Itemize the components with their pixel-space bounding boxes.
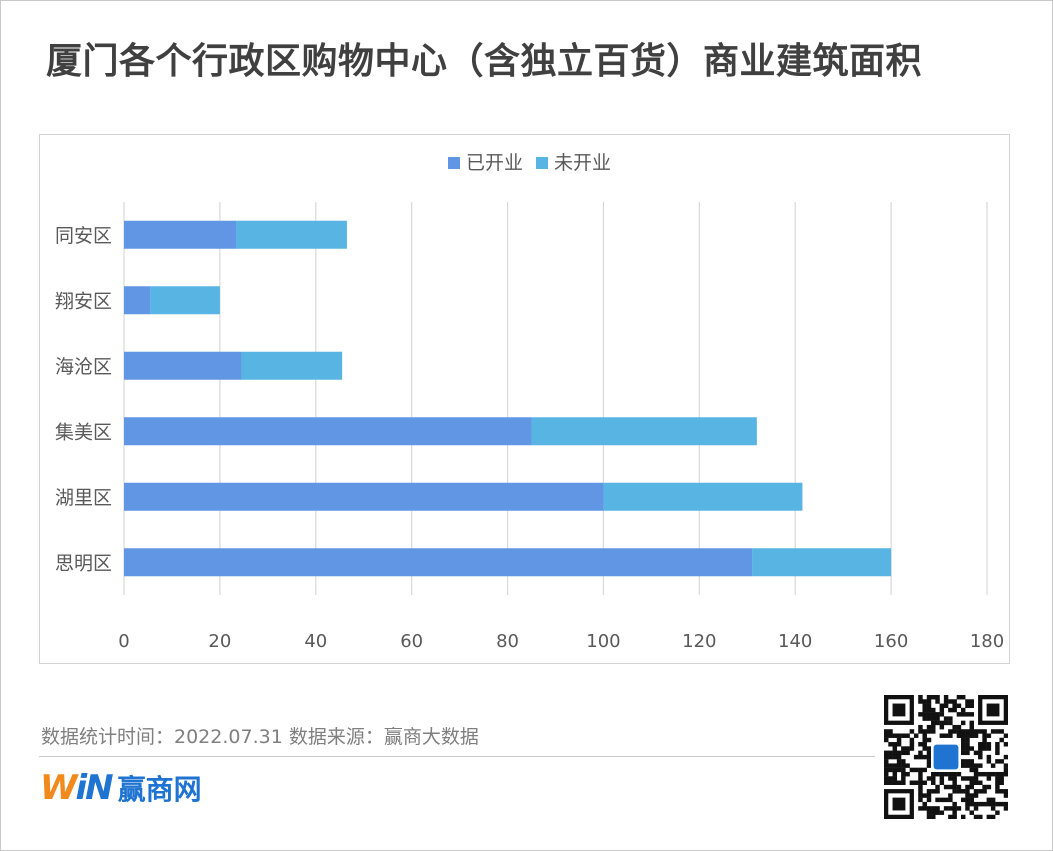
bar-opened [124, 351, 242, 380]
data-source-note: 数据统计时间：2022.07.31 数据来源：赢商大数据 [41, 726, 479, 748]
y-category-label: 同安区 [55, 225, 112, 247]
brand-logo: WiN 赢商网 [40, 768, 202, 808]
bar-opened [124, 417, 532, 446]
y-category-label: 思明区 [55, 552, 112, 574]
bar-opened [124, 548, 753, 577]
legend-swatch [536, 157, 548, 169]
x-tick-label: 120 [682, 631, 716, 652]
bar-chart: 0 20 40 60 80 100 120 140 160 180 思明区 湖里区 集美区 海沧区 翔安区 同… [55, 152, 1004, 652]
logo-letter-i: i [75, 768, 88, 808]
logo-letter-n: N [85, 768, 114, 808]
x-tick-label: 40 [304, 631, 327, 652]
footer-divider [39, 756, 875, 757]
chart-title: 厦门各个行政区购物中心（含独立百货）商业建筑面积 [46, 41, 923, 82]
logo-mark: WiN [40, 768, 114, 808]
x-tick-label: 80 [496, 631, 519, 652]
chart-area: 0 20 40 60 80 100 120 140 160 180 思明区 湖里区 集美区 海沧区 翔安区 同… [39, 134, 1010, 664]
x-tick-label: 100 [586, 631, 620, 652]
x-tick-label: 60 [400, 631, 423, 652]
y-category-label: 海沧区 [55, 356, 112, 378]
x-tick-label: 140 [778, 631, 812, 652]
bar-unopened [241, 351, 343, 380]
logo-text: 赢商网 [117, 773, 202, 806]
legend-label: 已开业 [466, 152, 523, 174]
bar-unopened [236, 220, 347, 249]
bar-opened [124, 220, 237, 249]
x-tick-label: 180 [970, 631, 1004, 652]
bar-unopened [603, 482, 803, 511]
bar-unopened [531, 417, 757, 446]
x-tick-label: 20 [208, 631, 231, 652]
logo-letter-w: W [40, 768, 77, 808]
legend-swatch [448, 157, 460, 169]
y-category-label: 集美区 [55, 421, 112, 443]
x-tick-label: 0 [118, 631, 129, 652]
legend-label: 未开业 [554, 152, 611, 174]
y-category-label: 湖里区 [55, 487, 112, 509]
bar-opened [124, 286, 151, 315]
bar-unopened [150, 286, 220, 315]
bar-unopened [752, 548, 892, 577]
qr-code-icon [884, 695, 1008, 819]
x-tick-label: 160 [874, 631, 908, 652]
bar-opened [124, 482, 604, 511]
y-category-label: 翔安区 [55, 290, 112, 312]
